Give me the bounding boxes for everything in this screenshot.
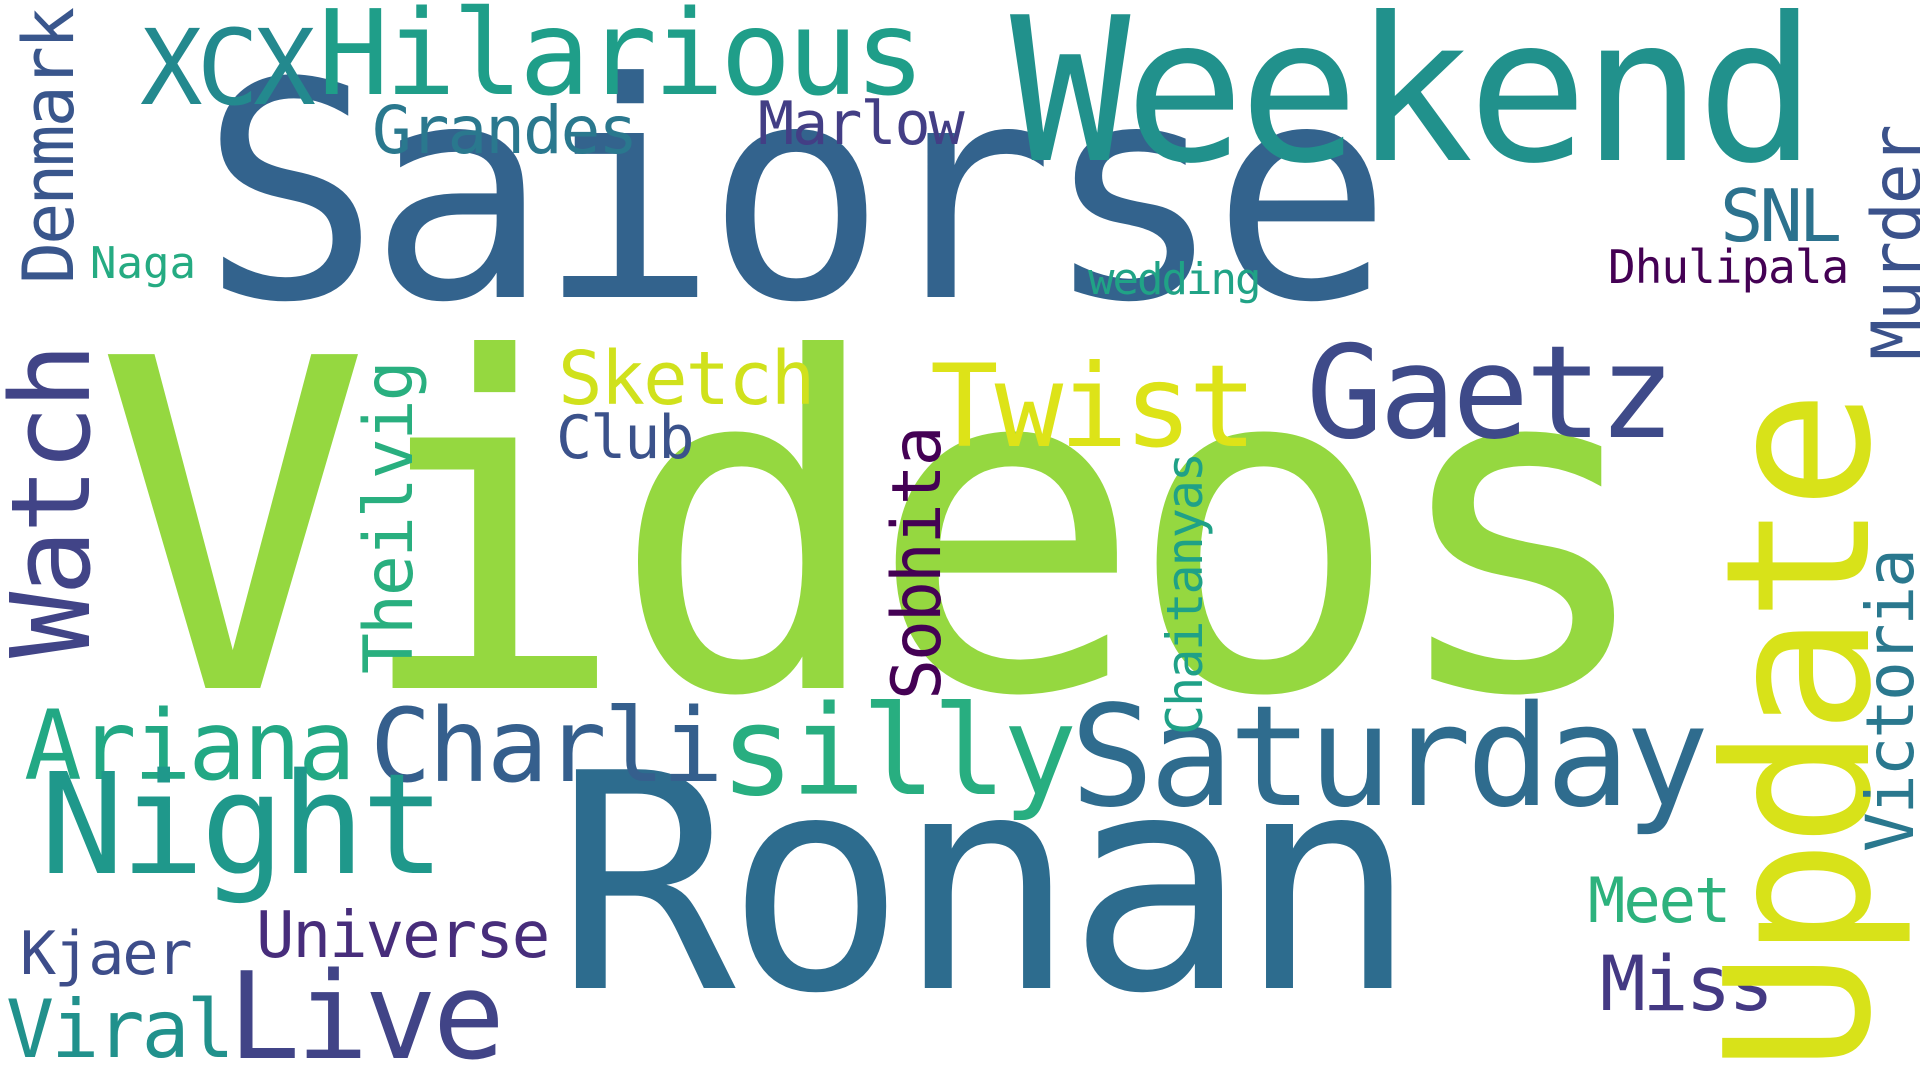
word-live: Live — [228, 948, 505, 1080]
word-murder: Murder — [1858, 126, 1920, 360]
word-miss: Miss — [1600, 939, 1774, 1028]
word-denmark: Denmark — [8, 9, 90, 284]
word-silly: silly — [720, 680, 1077, 824]
word-videos: Videos — [95, 264, 1659, 797]
word-watch: Watch — [0, 346, 115, 658]
word-hilarious: Hilarious — [318, 0, 925, 122]
word-ronan: Ronan — [555, 710, 1418, 1059]
word-night: Night — [40, 744, 445, 907]
word-club: Club — [556, 403, 694, 473]
word-theilvig: Theilvig — [350, 362, 429, 674]
word-dhulipala: Dhulipala — [1608, 240, 1849, 294]
word-wedding: wedding — [1088, 254, 1261, 305]
word-victoria: Victoria — [1852, 550, 1920, 852]
word-sobhita: Sobhita — [878, 427, 957, 700]
word-naga: Naga — [90, 238, 196, 289]
word-charli: Charli — [370, 687, 723, 806]
word-saturday: Saturday — [1070, 676, 1709, 839]
word-kjaer: Kjaer — [20, 919, 193, 989]
word-grandes: Grandes — [372, 92, 638, 169]
word-viral: Viral — [6, 983, 235, 1076]
word-snl: SNL — [1720, 174, 1842, 258]
word-universe: Universe — [256, 899, 550, 973]
word-marlow: Marlow — [758, 89, 965, 159]
word-weekend: Weekend — [1010, 0, 1817, 208]
word-saiorse: Saiorse — [200, 19, 1392, 368]
word-twist: Twist — [930, 340, 1257, 473]
word-ariana: Ariana — [24, 690, 356, 802]
word-gaetz: Gaetz — [1306, 319, 1675, 468]
word-sketch: Sketch — [558, 336, 815, 422]
word-xcx: XCX — [140, 7, 316, 129]
word-chaitanyas: Chaitanyas — [1156, 453, 1214, 735]
word-meet: Meet — [1588, 864, 1731, 937]
